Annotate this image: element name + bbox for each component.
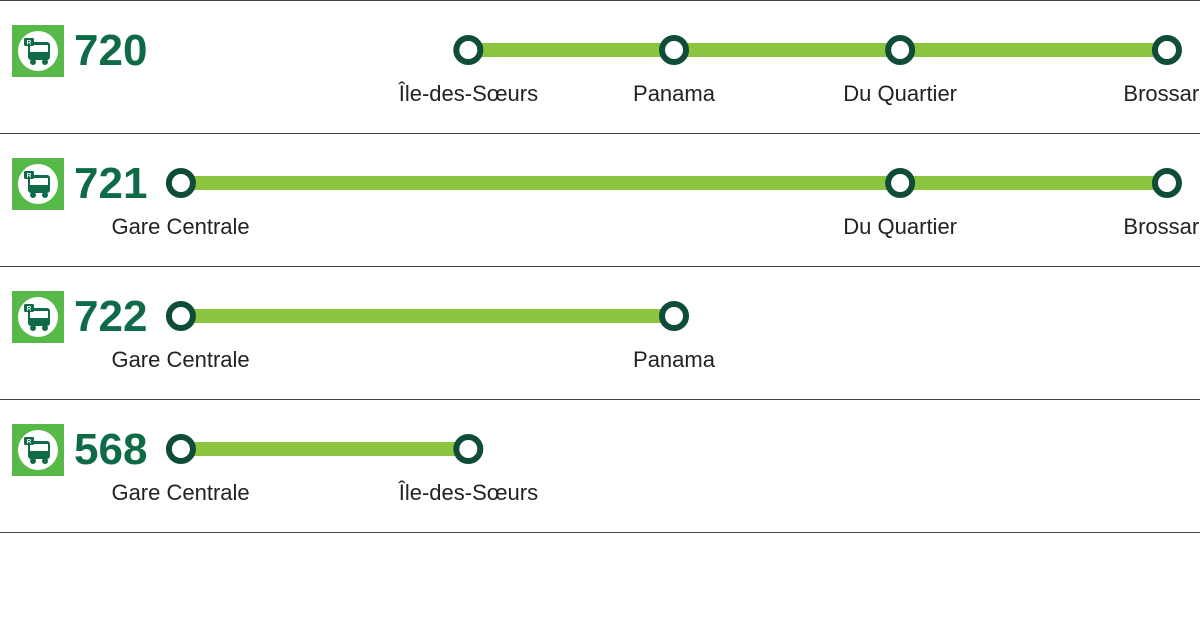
bus-icon: R [12,158,64,210]
stop-label: Panama [633,347,715,373]
bus-icon: R [12,291,64,343]
route-stop: Panama [633,301,715,373]
route-track [181,176,1168,190]
stop-marker [659,35,689,65]
route-stop: Panama [633,35,715,107]
stop-label: Gare Centrale [111,347,249,373]
route-track [468,43,1167,57]
route-stop: Île-des-Sœurs [399,434,538,506]
stop-marker [453,35,483,65]
route-row: R 568Gare CentraleÎle-des-Sœurs [0,399,1200,533]
stop-label: Du Quartier [843,214,957,240]
route-diagram: Gare CentralePanama [160,291,1188,381]
route-row: R 722Gare CentralePanama [0,266,1200,399]
route-stop: Du Quartier [843,168,957,240]
stop-label: Panama [633,81,715,107]
stop-label: Gare Centrale [111,214,249,240]
stop-label: Gare Centrale [111,480,249,506]
svg-text:R: R [27,40,32,47]
stop-marker [885,168,915,198]
route-number: 720 [74,29,147,73]
stop-marker [885,35,915,65]
stop-marker [166,434,196,464]
route-diagram: Gare CentraleÎle-des-Sœurs [160,424,1188,514]
route-stop: Île-des-Sœurs [399,35,538,107]
svg-text:R: R [27,173,32,180]
route-track [181,309,674,323]
stop-marker [166,301,196,331]
route-stop: Gare Centrale [111,434,249,506]
route-stop: Gare Centrale [111,168,249,240]
route-stop: Gare Centrale [111,301,249,373]
route-stop: Brossard [1123,168,1200,240]
stop-label: Brossard [1123,81,1200,107]
stop-label: Brossard [1123,214,1200,240]
route-row: R 720 Île-des-Sœurs Panama Du Quartier Bross… [0,0,1200,133]
svg-text:R: R [27,439,32,446]
route-header: R 720 [12,25,160,77]
stop-label: Île-des-Sœurs [399,81,538,107]
route-stop: Brossard [1123,35,1200,107]
stop-marker [453,434,483,464]
route-diagram: Île-des-SœursPanamaDu QuartierBrossard [160,25,1188,115]
stop-marker [1152,168,1182,198]
route-diagram: Gare CentraleDu QuartierBrossard [160,158,1188,248]
stop-marker [1152,35,1182,65]
stop-label: Du Quartier [843,81,957,107]
svg-text:R: R [27,306,32,313]
stop-marker [659,301,689,331]
route-stop: Du Quartier [843,35,957,107]
stop-label: Île-des-Sœurs [399,480,538,506]
routes-container: R 720 Île-des-Sœurs Panama Du Quartier Bross… [0,0,1200,533]
bus-icon: R [12,424,64,476]
route-row: R 721Gare CentraleDu QuartierBrossard [0,133,1200,266]
bus-icon: R [12,25,64,77]
stop-marker [166,168,196,198]
